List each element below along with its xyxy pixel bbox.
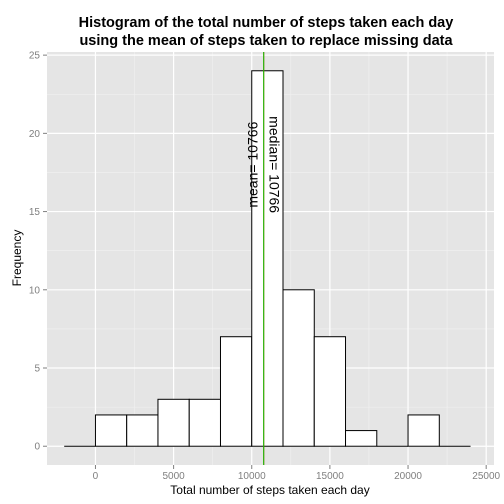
chart-title-line1: Histogram of the total number of steps t… [79, 15, 454, 31]
y-tick-label: 20 [29, 129, 41, 140]
histogram-bar [282, 289, 315, 447]
y-axis-title: Frequency [10, 230, 24, 287]
histogram-bar [157, 398, 190, 447]
histogram-bar [313, 336, 347, 447]
median-annotation: median= 10766 [267, 116, 283, 213]
histogram-bar [188, 398, 221, 447]
chart-title-line2: using the mean of steps taken to replace… [79, 33, 453, 49]
major-gridlines [47, 52, 494, 465]
x-tick-label: 10000 [238, 471, 266, 482]
y-axis-ticks: 0 5 10 15 20 25 [29, 51, 47, 453]
histogram-bar [251, 70, 284, 447]
histogram-bar [126, 414, 159, 447]
histogram-bar [219, 336, 253, 447]
histogram-bar [407, 414, 440, 447]
x-tick-label: 20000 [394, 471, 422, 482]
y-tick-label: 5 [34, 364, 40, 375]
x-tick-label: 0 [93, 471, 99, 482]
mean-annotation: mean= 10766 [245, 121, 261, 207]
y-tick-label: 0 [34, 442, 40, 453]
x-axis-ticks: 0 5000 10000 15000 20000 25000 [93, 465, 501, 482]
x-tick-label: 5000 [162, 471, 185, 482]
histogram-bars [64, 70, 471, 447]
x-tick-label: 15000 [316, 471, 344, 482]
y-tick-label: 25 [29, 51, 41, 62]
histogram-bar [345, 430, 378, 447]
y-tick-label: 10 [29, 285, 41, 296]
x-tick-label: 25000 [472, 471, 500, 482]
x-axis-title: Total number of steps taken each day [170, 483, 369, 497]
histogram-bar [94, 414, 128, 447]
y-tick-label: 15 [29, 207, 41, 218]
